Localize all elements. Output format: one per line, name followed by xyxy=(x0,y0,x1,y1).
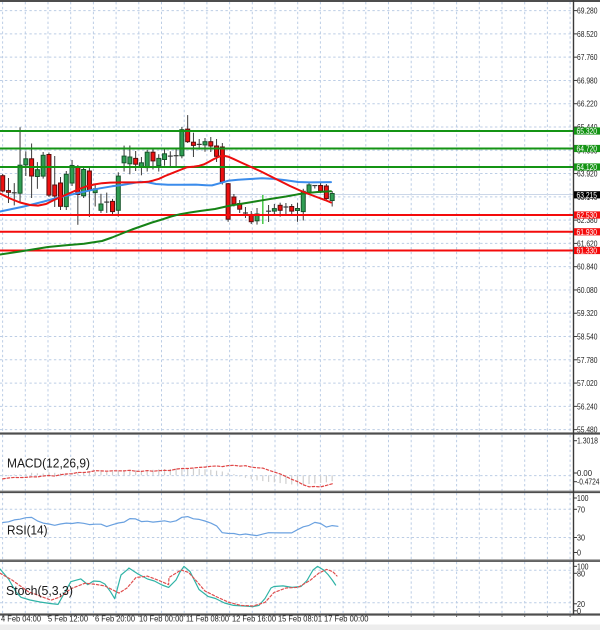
svg-text:64.120: 64.120 xyxy=(577,162,598,172)
svg-text:70: 70 xyxy=(577,504,585,514)
svg-text:60.080: 60.080 xyxy=(577,285,598,295)
svg-text:59.320: 59.320 xyxy=(577,308,598,318)
svg-text:0: 0 xyxy=(577,548,581,558)
svg-text:12 Feb 16:00: 12 Feb 16:00 xyxy=(232,613,276,623)
svg-text:67.760: 67.760 xyxy=(577,52,598,62)
svg-text:6 Feb 20:00: 6 Feb 20:00 xyxy=(95,613,135,623)
svg-text:56.240: 56.240 xyxy=(577,401,598,411)
svg-text:64.720: 64.720 xyxy=(577,144,598,154)
svg-text:30: 30 xyxy=(577,533,585,543)
svg-text:RSI(14): RSI(14) xyxy=(7,523,48,538)
svg-text:63.215: 63.215 xyxy=(577,190,598,200)
svg-text:MACD(12,26,9): MACD(12,26,9) xyxy=(7,456,90,471)
svg-text:-0.4724: -0.4724 xyxy=(577,477,600,487)
svg-text:11 Feb 08:00: 11 Feb 08:00 xyxy=(186,613,229,623)
svg-text:66.220: 66.220 xyxy=(577,99,598,109)
svg-text:68.520: 68.520 xyxy=(577,29,598,39)
svg-text:62.380: 62.380 xyxy=(577,215,598,225)
svg-text:61.930: 61.930 xyxy=(577,227,598,237)
svg-text:80: 80 xyxy=(577,568,585,578)
svg-text:100: 100 xyxy=(577,493,589,503)
svg-text:63.920: 63.920 xyxy=(577,169,598,179)
svg-text:4 Feb 04:00: 4 Feb 04:00 xyxy=(1,613,41,623)
svg-text:0.00: 0.00 xyxy=(577,468,592,478)
svg-text:61.620: 61.620 xyxy=(577,238,598,248)
svg-text:61.330: 61.330 xyxy=(577,246,598,256)
svg-text:20: 20 xyxy=(577,599,585,609)
svg-text:55.480: 55.480 xyxy=(577,425,598,435)
svg-text:17 Feb 00:00: 17 Feb 00:00 xyxy=(324,613,369,623)
svg-text:66.980: 66.980 xyxy=(577,75,598,85)
svg-text:60.840: 60.840 xyxy=(577,262,598,272)
svg-text:58.540: 58.540 xyxy=(577,332,598,342)
svg-text:10 Feb 00:00: 10 Feb 00:00 xyxy=(139,613,184,623)
svg-text:62.530: 62.530 xyxy=(577,210,598,220)
svg-text:1.3018: 1.3018 xyxy=(577,436,598,446)
svg-text:65.440: 65.440 xyxy=(577,122,598,132)
svg-text:57.780: 57.780 xyxy=(577,355,598,365)
svg-text:69.280: 69.280 xyxy=(577,6,598,16)
svg-text:Stoch(5,3,3): Stoch(5,3,3) xyxy=(6,583,73,598)
svg-text:15 Feb 08:01: 15 Feb 08:01 xyxy=(278,613,322,623)
svg-text:5 Feb 12:00: 5 Feb 12:00 xyxy=(48,613,88,623)
svg-text:57.020: 57.020 xyxy=(577,378,598,388)
svg-text:0: 0 xyxy=(577,606,581,616)
svg-text:65.320: 65.320 xyxy=(577,126,598,136)
svg-text:100: 100 xyxy=(577,561,589,571)
